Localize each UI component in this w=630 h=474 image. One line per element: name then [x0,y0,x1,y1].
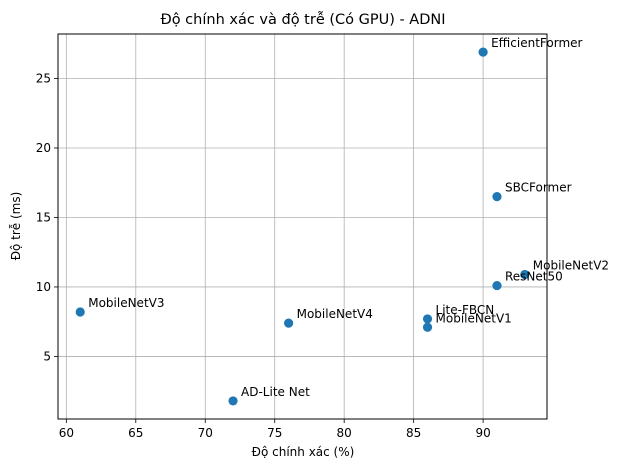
x-tick-label: 70 [198,426,213,440]
y-tick-label: 10 [36,280,51,294]
data-point [75,307,85,317]
x-tick-label: 80 [337,426,352,440]
axis-ticks: 60 65 70 75 80 85 90 5 10 15 20 25 [36,71,491,440]
y-axis-label: Độ trễ (ms) [9,192,23,261]
data-point [478,47,488,57]
point-label: SBCFormer [505,181,572,195]
y-tick-label: 5 [43,349,51,363]
chart-title: Độ chính xác và độ trễ (Có GPU) - ADNI [160,11,445,28]
data-point [228,396,238,406]
data-point [422,322,433,332]
x-tick-label: 85 [406,426,421,440]
point-labels: EfficientFormer SBCFormer MobileNetV2ResNe… [88,36,609,399]
data-point [492,192,502,202]
y-tick-label: 25 [36,71,51,85]
data-point [422,314,433,324]
data-point [520,269,530,280]
y-tick-label: 15 [36,210,51,224]
x-tick-label: 90 [475,426,490,440]
y-tick-label: 20 [36,141,51,155]
grid [58,34,547,419]
data-points [75,47,530,406]
point-label: MobileNetV1 [436,311,512,325]
data-point [284,318,294,328]
point-label: Lite-FBCN [436,303,495,317]
point-label: MobileNetV3 [88,296,164,310]
point-label: MobileNetV2 [533,258,609,272]
x-axis-label: Độ chính xác (%) [252,445,355,459]
point-label: ResNet50 [505,270,563,284]
x-tick-label: 75 [267,426,282,440]
x-tick-label: 60 [59,426,74,440]
point-label: EfficientFormer [491,36,582,50]
data-point [492,280,502,291]
x-tick-label: 65 [128,426,143,440]
plot-frame [57,33,548,420]
point-label: MobileNetV4 [297,307,373,321]
point-label: AD-Lite Net [241,385,310,399]
